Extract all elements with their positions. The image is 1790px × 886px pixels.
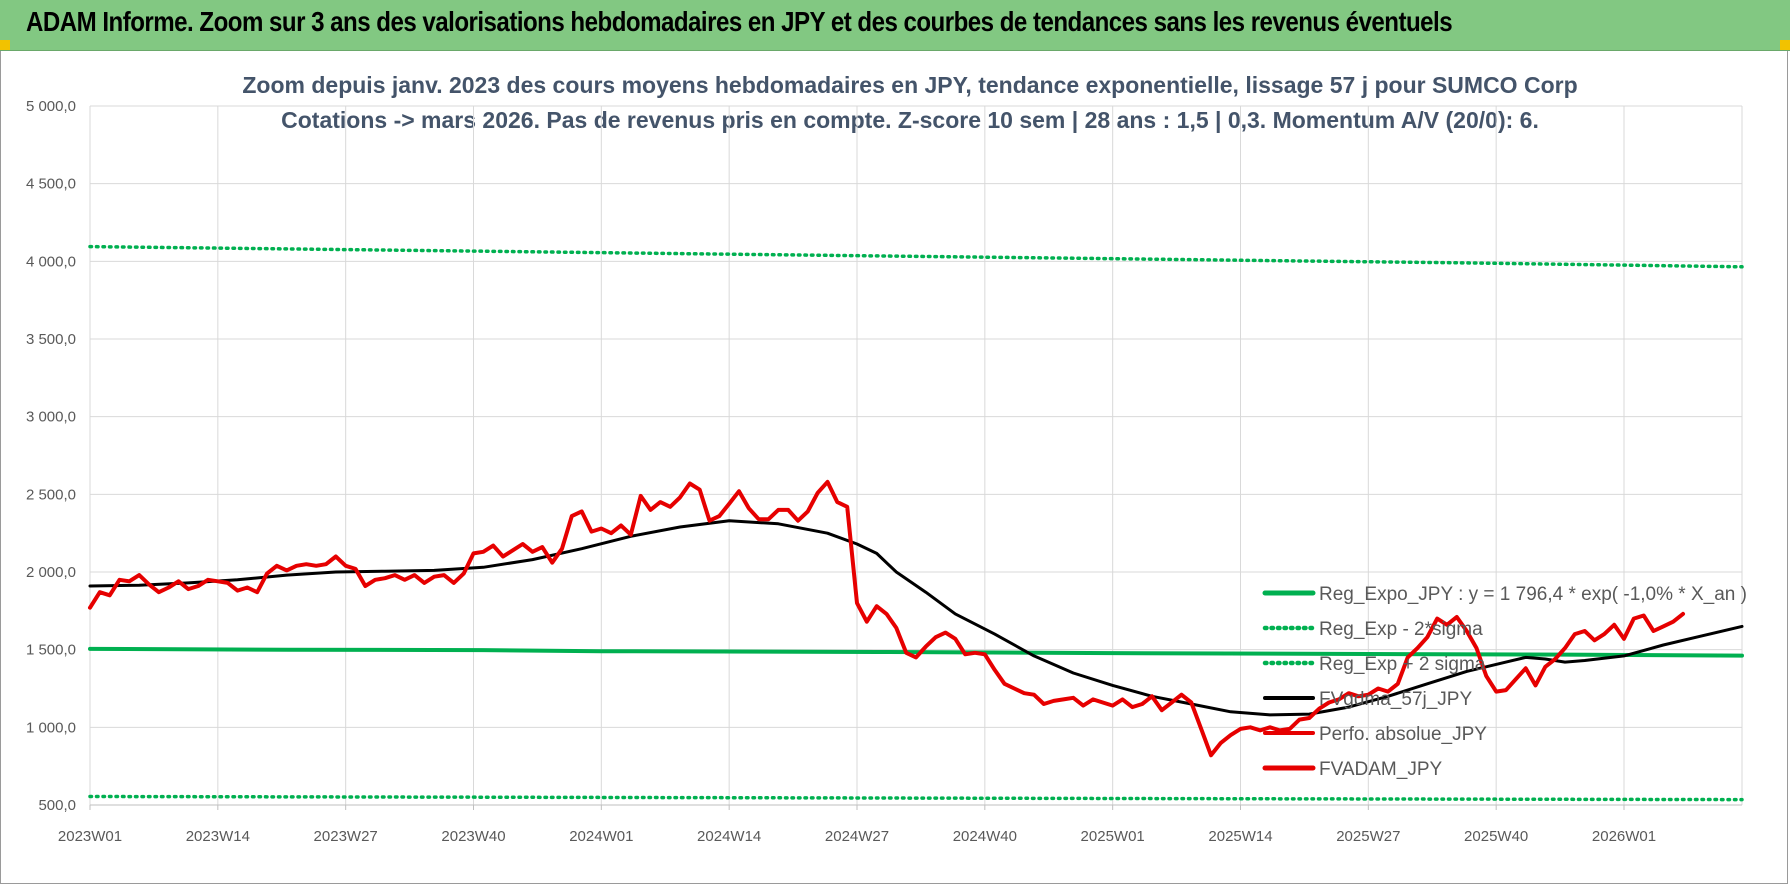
x-tick-label: 2025W40	[1464, 828, 1528, 845]
y-tick-label: 500,0	[38, 797, 76, 814]
series-line-reg-exp-2-sigma	[88, 244, 1744, 269]
x-tick-label: 2023W40	[441, 828, 505, 845]
x-tick-label: 2025W14	[1208, 828, 1272, 845]
y-tick-label: 2 500,0	[26, 486, 76, 503]
x-tick-label: 2025W27	[1336, 828, 1400, 845]
report-title: ADAM Informe. Zoom sur 3 ans des valoris…	[26, 6, 1453, 37]
legend-label: Perfo. absolue_JPY	[1319, 724, 1487, 745]
x-tick-label: 2024W27	[825, 828, 889, 845]
chart-subtitle: Cotations -> mars 2026. Pas de revenus p…	[281, 107, 1539, 133]
series-line-fvgdma-57j-jpy	[88, 519, 1744, 717]
legend-label: Reg_Exp + 2 sigma	[1319, 654, 1486, 675]
series-line-fvadam-jpy	[88, 479, 1685, 758]
legend-label: Reg_Expo_JPY : y = 1 796,4 * exp( -1,0% …	[1319, 584, 1747, 605]
y-tick-label: 3 000,0	[26, 409, 76, 426]
legend-label: FVADAM_JPY	[1319, 759, 1443, 780]
x-tick-label: 2023W14	[186, 828, 250, 845]
x-tick-label: 2023W01	[58, 828, 122, 845]
y-tick-label: 3 500,0	[26, 331, 76, 348]
y-tick-label: 4 000,0	[26, 253, 76, 270]
x-tick-label: 2026W01	[1592, 828, 1656, 845]
x-tick-label: 2025W01	[1081, 828, 1145, 845]
legend-label: FVgdma_57j_JPY	[1319, 689, 1472, 710]
corner-marker-left	[0, 40, 10, 50]
x-tick-label: 2023W27	[314, 828, 378, 845]
y-tick-label: 4 500,0	[26, 176, 76, 193]
series-line-reg-expo-jpy-y-1-796-4-exp-1-0	[88, 646, 1744, 658]
series-line-reg-exp-2-sigma	[88, 794, 1744, 802]
y-tick-label: 5 000,0	[26, 98, 76, 115]
report-banner: ADAM Informe. Zoom sur 3 ans des valoris…	[0, 0, 1790, 51]
x-tick-label: 2024W40	[953, 828, 1017, 845]
x-tick-label: 2024W01	[569, 828, 633, 845]
y-tick-label: 1 000,0	[26, 719, 76, 736]
y-tick-label: 2 000,0	[26, 564, 76, 581]
x-tick-label: 2024W14	[697, 828, 761, 845]
legend-label: Reg_Exp - 2*sigma	[1319, 619, 1483, 640]
chart-title: Zoom depuis janv. 2023 des cours moyens …	[242, 72, 1578, 98]
corner-marker-right	[1780, 40, 1790, 50]
y-tick-label: 1 500,0	[26, 642, 76, 659]
